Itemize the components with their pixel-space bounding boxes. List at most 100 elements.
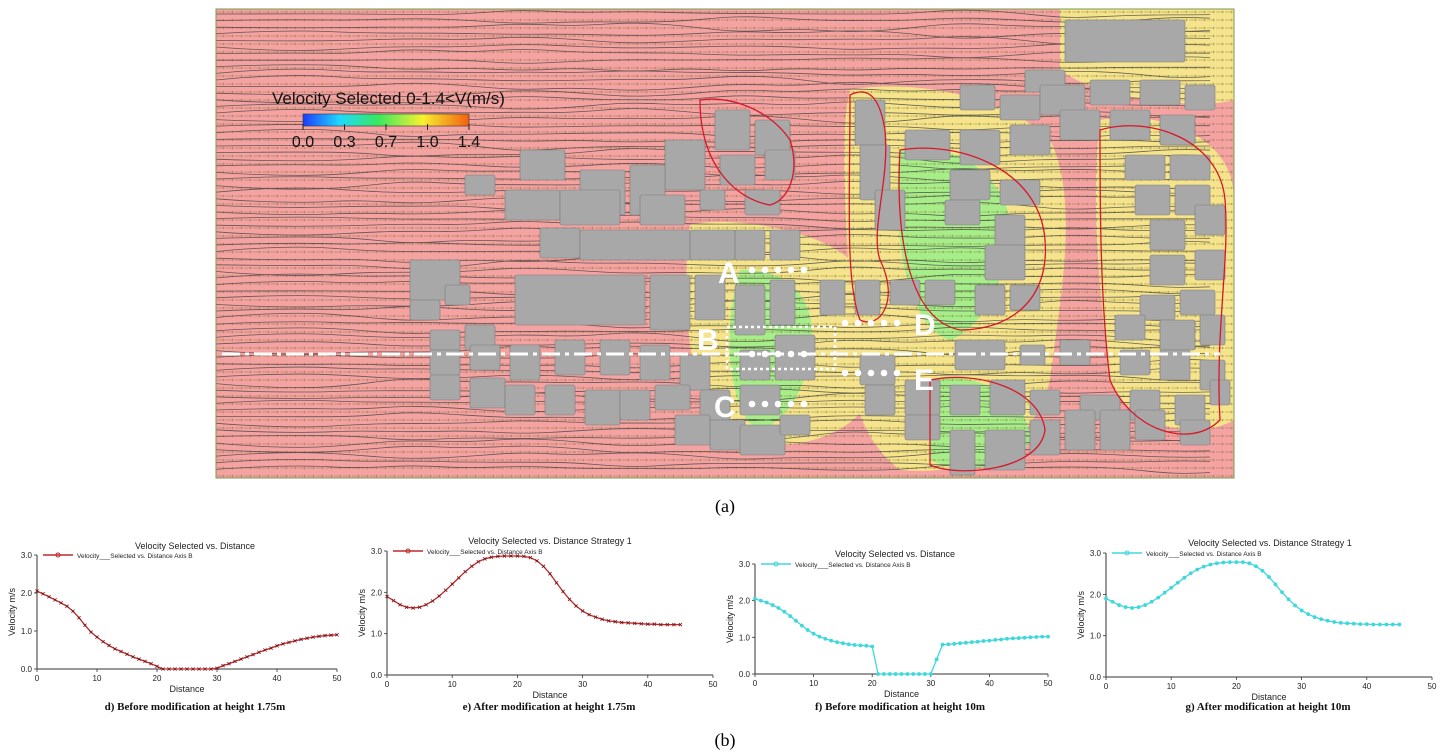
building-block — [819, 279, 846, 316]
streamline — [216, 22, 1211, 32]
building-block — [989, 379, 1026, 416]
building-block — [1159, 349, 1191, 381]
probe-dot — [748, 350, 756, 358]
legend-tick-label: 1.4 — [458, 134, 480, 151]
building-block — [999, 94, 1041, 121]
streamline — [216, 221, 1211, 230]
probe-dot — [748, 400, 756, 408]
streamline — [216, 162, 1211, 170]
probe-dot — [893, 369, 901, 377]
building-block — [639, 194, 686, 226]
streamline — [216, 154, 1211, 164]
caption-d: d) Before modification at height 1.75m — [104, 701, 286, 713]
legend-tick-label: 0.7 — [375, 134, 397, 151]
building-block — [1194, 204, 1226, 236]
building-block — [649, 274, 691, 331]
building-block — [689, 229, 736, 261]
streamline — [216, 458, 1211, 467]
probe-dot — [787, 350, 795, 358]
probe-dot — [748, 266, 756, 274]
streamline — [216, 366, 1211, 376]
building-block — [1029, 389, 1061, 416]
building-block — [959, 129, 1001, 166]
streamline — [216, 373, 1211, 382]
building-block — [1139, 294, 1176, 321]
zone-outlines — [699, 91, 1227, 472]
streamline — [216, 9, 1211, 18]
building-block — [924, 279, 956, 306]
probe-dot — [854, 319, 862, 327]
caption-a: (a) — [715, 496, 735, 516]
building-block — [769, 229, 801, 261]
building-block — [1009, 284, 1041, 311]
building-block — [744, 189, 781, 216]
building-block — [944, 199, 981, 226]
building-block — [1194, 249, 1226, 281]
building-block — [584, 389, 621, 426]
streamline — [216, 378, 1211, 389]
legend-title: Velocity Selected 0-1.4<V(m/s) — [272, 89, 505, 108]
streamline — [216, 64, 1211, 72]
building-block — [974, 284, 1006, 316]
building-block — [1064, 19, 1186, 63]
building-block — [1124, 154, 1166, 181]
building-block — [554, 339, 586, 376]
building-block — [854, 279, 881, 316]
building-block — [739, 384, 781, 416]
marker-label-c: C — [714, 391, 736, 424]
building-block — [429, 374, 461, 401]
building-block — [854, 99, 886, 146]
probe-dot — [787, 400, 795, 408]
building-block — [949, 429, 976, 476]
probe-dot — [800, 266, 808, 274]
building-block — [1119, 349, 1151, 376]
streamline — [216, 326, 1211, 334]
probe-dot — [854, 369, 862, 377]
building-block — [579, 229, 691, 261]
building-block — [429, 329, 461, 351]
building-block — [674, 414, 711, 446]
building-block — [779, 414, 811, 436]
building-block — [984, 429, 1026, 471]
marker-label-a: A — [718, 257, 740, 290]
building-block — [949, 384, 981, 416]
probe-dot — [761, 266, 769, 274]
building-block — [469, 344, 501, 371]
probe-dot — [774, 350, 782, 358]
building-block — [544, 384, 576, 416]
building-block — [774, 334, 816, 381]
building-block — [1199, 314, 1226, 346]
probe-dot — [774, 266, 782, 274]
building-block — [949, 169, 991, 201]
caption-e: e) After modification at height 1.75m — [462, 701, 636, 713]
building-block — [769, 279, 796, 326]
probe-dot — [893, 319, 901, 327]
building-block — [1139, 79, 1181, 106]
streamline — [216, 464, 1211, 474]
building-block — [699, 189, 726, 211]
probe-dot — [787, 266, 795, 274]
building-block — [1009, 124, 1051, 156]
buildings — [409, 19, 1231, 476]
building-block — [1099, 409, 1131, 451]
building-block — [1064, 409, 1096, 451]
building-block — [694, 274, 726, 321]
building-block — [1109, 109, 1151, 141]
probe-dot — [800, 350, 808, 358]
building-block — [719, 154, 756, 186]
building-block — [864, 384, 896, 416]
streamline — [216, 214, 1211, 222]
building-block — [504, 384, 536, 416]
probe-dot — [761, 350, 769, 358]
marker-labels: A B C D E — [697, 257, 936, 424]
building-block — [1179, 289, 1216, 316]
building-block — [739, 424, 786, 456]
building-block — [619, 389, 651, 421]
probe-dot — [867, 319, 875, 327]
building-block — [539, 227, 581, 259]
probe-dot — [841, 319, 849, 327]
building-block — [1059, 109, 1101, 141]
streamline — [216, 43, 1211, 51]
streamline — [216, 359, 1211, 369]
building-block — [959, 84, 996, 111]
